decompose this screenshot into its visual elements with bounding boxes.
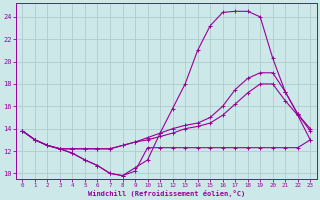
- X-axis label: Windchill (Refroidissement éolien,°C): Windchill (Refroidissement éolien,°C): [88, 190, 245, 197]
